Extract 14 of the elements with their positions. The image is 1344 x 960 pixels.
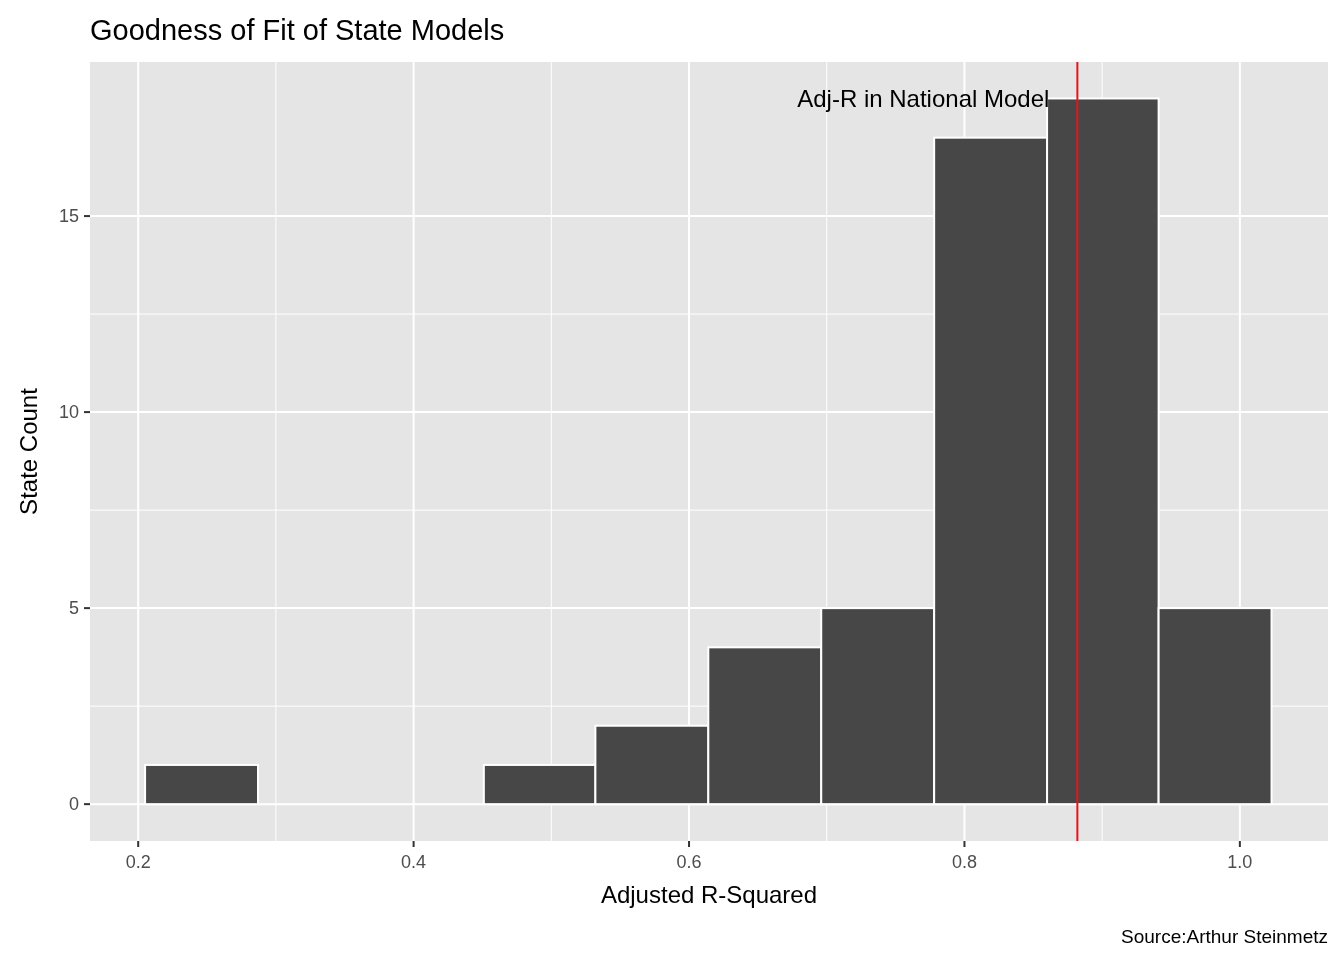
y-tick-label: 0 (68, 794, 79, 815)
x-tick-label: 0.2 (125, 852, 151, 872)
x-axis-title: Adjusted R-Squared (600, 881, 818, 908)
x-tick-label: 0.8 (951, 852, 977, 872)
ref-line-label: Adj-R in National Model (797, 85, 1050, 112)
source-note: Source:Arthur Steinmetz (1121, 926, 1328, 947)
x-tick-label: 0.6 (676, 852, 702, 872)
y-axis-title: State Count (15, 387, 42, 515)
x-tick-label: 0.4 (401, 852, 427, 872)
x-tick-label: 1.0 (1227, 852, 1253, 872)
y-tick-label: 15 (58, 206, 79, 227)
y-tick-label: 5 (68, 598, 79, 619)
y-tick-label: 10 (58, 402, 79, 423)
chart-title: Goodness of Fit of State Models (90, 14, 505, 46)
